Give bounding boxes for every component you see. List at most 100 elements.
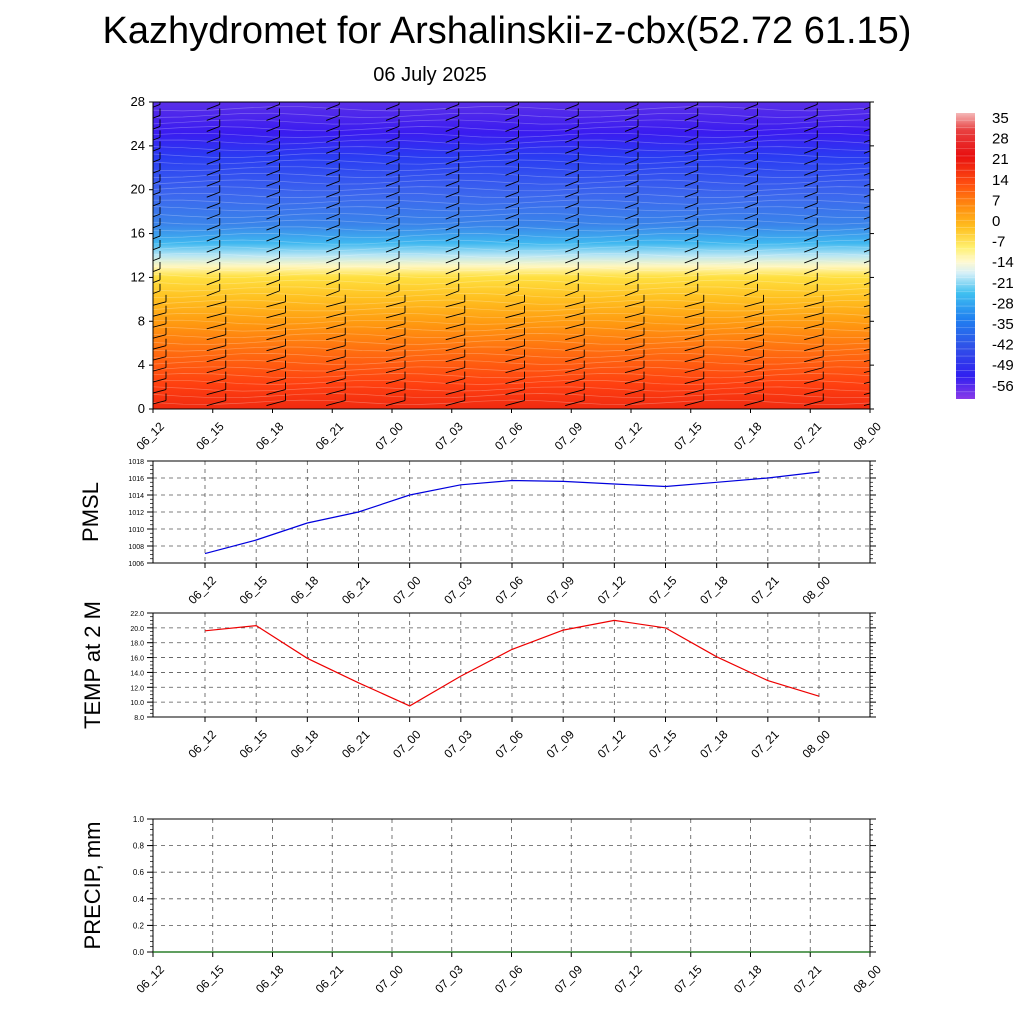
wind-barb bbox=[684, 323, 704, 330]
y-tick-label: 18.0 bbox=[130, 641, 144, 648]
wind-barb bbox=[744, 257, 758, 264]
wind-barb bbox=[863, 260, 870, 264]
y-tick-label: 16 bbox=[131, 226, 145, 241]
wind-barb bbox=[153, 378, 167, 383]
wind-barb bbox=[804, 115, 818, 121]
wind-barb bbox=[684, 268, 698, 275]
wind-barb bbox=[863, 392, 870, 395]
wind-barb bbox=[206, 235, 220, 242]
x-tick-label: 07_00 bbox=[372, 419, 406, 453]
wind-barb bbox=[206, 312, 226, 319]
wind-barb bbox=[863, 117, 870, 121]
wind-barb bbox=[804, 367, 824, 374]
contour-line bbox=[153, 253, 870, 259]
wind-barb bbox=[744, 147, 758, 154]
wind-barb bbox=[863, 150, 870, 154]
wind-barb bbox=[153, 312, 167, 317]
x-tick-label: 07_03 bbox=[432, 419, 466, 453]
x-tick-label: 08_00 bbox=[799, 573, 833, 607]
wind-barb bbox=[266, 367, 286, 374]
wind-barb bbox=[863, 194, 870, 198]
wind-barb bbox=[624, 202, 639, 209]
x-tick-label: 07_03 bbox=[441, 727, 475, 761]
wind-barb bbox=[385, 246, 400, 253]
wind-barb bbox=[565, 104, 579, 110]
wind-barb bbox=[505, 125, 519, 132]
wind-barb bbox=[266, 180, 280, 187]
contour-line bbox=[153, 259, 870, 265]
cross-section-x-axis: 06_12 06_15 06_18 06_21 07_00 07_03 07_06 07_09… bbox=[133, 409, 884, 453]
wind-barb bbox=[804, 268, 818, 275]
wind-barb bbox=[385, 235, 400, 242]
wind-barb bbox=[804, 290, 818, 297]
wind-barb bbox=[505, 115, 519, 121]
contour-line bbox=[153, 239, 870, 245]
x-tick-label: 07_06 bbox=[492, 962, 526, 996]
wind-barb bbox=[385, 301, 406, 308]
wind-barb bbox=[326, 400, 346, 406]
colorbar-label: -21 bbox=[992, 275, 1014, 292]
contour-line bbox=[153, 199, 870, 205]
wind-barb bbox=[385, 104, 400, 110]
wind-barb bbox=[326, 389, 346, 395]
wind-barb bbox=[684, 312, 704, 319]
wind-barb bbox=[505, 356, 525, 363]
contour-line bbox=[153, 152, 870, 158]
wind-barb bbox=[624, 136, 639, 143]
x-tick-label: 07_00 bbox=[390, 727, 424, 761]
wind-barb bbox=[744, 202, 758, 209]
wind-barb bbox=[744, 268, 758, 275]
wind-barb bbox=[863, 293, 870, 297]
wind-barb bbox=[326, 367, 346, 374]
wind-barb bbox=[385, 345, 406, 352]
temp2m-panel: 8.0 10.0 12.0 14.0 16.0 18.0 20.0 22.0 06_12 06_1… bbox=[80, 601, 876, 761]
wind-barb bbox=[385, 268, 400, 275]
wind-barb bbox=[326, 290, 340, 297]
wind-barb bbox=[565, 400, 585, 406]
wind-barb bbox=[206, 147, 220, 154]
wind-barb bbox=[266, 125, 280, 132]
contour-line bbox=[153, 393, 870, 399]
wind-barb bbox=[206, 279, 220, 286]
x-tick-label: 07_06 bbox=[492, 727, 526, 761]
wind-barb bbox=[445, 268, 459, 275]
wind-barb bbox=[385, 202, 400, 209]
wind-barb bbox=[863, 128, 870, 132]
wind-barb bbox=[445, 191, 459, 198]
wind-barb bbox=[804, 202, 818, 209]
y-tick-label: 12 bbox=[131, 269, 145, 284]
wind-barb bbox=[565, 235, 579, 242]
wind-barb bbox=[505, 147, 519, 154]
wind-barb bbox=[505, 169, 519, 176]
wind-barb bbox=[565, 268, 579, 275]
wind-barb bbox=[863, 172, 870, 176]
wind-barb bbox=[624, 180, 639, 187]
contour-line bbox=[153, 373, 870, 379]
wind-barb bbox=[385, 378, 406, 385]
y-tick-label: 16.0 bbox=[130, 656, 144, 663]
wind-barb bbox=[266, 213, 280, 220]
wind-barb bbox=[266, 334, 286, 341]
wind-barb bbox=[326, 312, 346, 319]
x-tick-label: 07_06 bbox=[492, 419, 526, 453]
wind-barb bbox=[744, 169, 758, 176]
wind-barb bbox=[744, 213, 758, 220]
wind-barb bbox=[624, 389, 645, 395]
wind-barb bbox=[266, 257, 280, 264]
x-tick-label: 07_15 bbox=[646, 573, 680, 607]
wind-barb bbox=[744, 224, 758, 231]
wind-barb bbox=[624, 400, 645, 406]
colorbar-bands bbox=[956, 119, 975, 393]
wind-barb bbox=[505, 279, 519, 286]
x-tick-label: 06_18 bbox=[288, 727, 322, 761]
wind-barb bbox=[505, 389, 525, 395]
wind-barb bbox=[505, 213, 519, 220]
wind-barb bbox=[744, 400, 764, 406]
x-tick-label: 07_12 bbox=[611, 419, 645, 453]
wind-barb bbox=[266, 378, 286, 385]
wind-barb bbox=[385, 136, 400, 143]
wind-barb bbox=[445, 136, 459, 143]
wind-barb bbox=[326, 180, 340, 187]
wind-barb bbox=[565, 180, 579, 187]
